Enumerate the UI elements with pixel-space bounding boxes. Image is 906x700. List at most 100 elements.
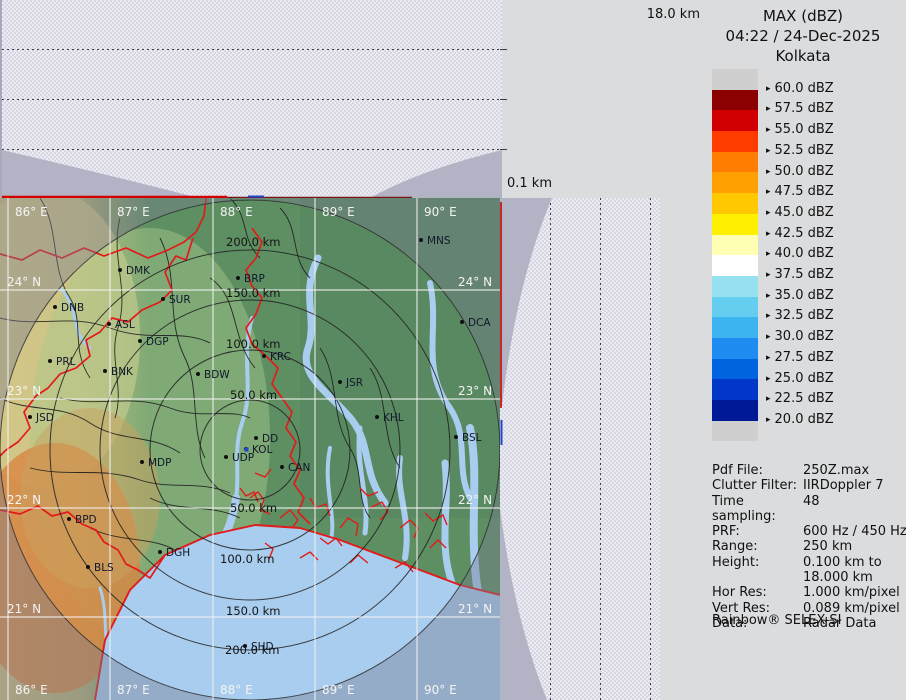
top-panel-mask-wedges — [2, 150, 502, 198]
legend-arrow-icon: ▸ — [766, 83, 771, 94]
lon-label-top: 89° E — [322, 205, 355, 219]
city-label-CAN: CAN — [288, 462, 310, 474]
lon-label-top: 90° E — [424, 205, 457, 219]
legend-arrow-icon: ▸ — [766, 270, 771, 280]
legend-value: 50.0 dBZ — [774, 163, 834, 179]
legend-band — [712, 193, 758, 214]
info-row: PRF: 600 Hz / 450 Hz — [712, 524, 906, 539]
city-markers: MNS DMK BRP SUR DNB ASL DGP DCA PRL BNK KRC BDW JSR K… — [28, 235, 491, 653]
legend-label: ▸ 27.5 dBZ — [766, 350, 834, 365]
city-label-UDP: UDP — [232, 452, 254, 464]
legend-value: 35.0 dBZ — [774, 287, 834, 303]
legend-label: ▸ 35.0 dBZ — [766, 288, 834, 303]
legend-label: ▸ 32.5 dBZ — [766, 308, 834, 323]
range-ring-label: 200.0 km — [225, 643, 279, 657]
info-row: 18.000 km — [712, 570, 906, 585]
city-label-KRC: KRC — [270, 351, 291, 363]
legend-label: ▸ 47.5 dBZ — [766, 184, 834, 199]
info-row-label: Data: — [712, 615, 748, 631]
range-ring — [49, 249, 451, 651]
legend-band — [712, 400, 758, 421]
lat-label-right: 21° N — [458, 602, 492, 616]
city-dot-DGH — [158, 550, 162, 554]
range-ring-label: 150.0 km — [226, 286, 280, 300]
info-row-label: Time sampling: — [712, 493, 776, 524]
city-dot-BRP — [236, 276, 240, 280]
city-dot-ASL — [107, 322, 111, 326]
legend-arrow-icon: ▸ — [766, 311, 771, 322]
lon-label-bottom: 89° E — [322, 683, 355, 697]
height-scale-max-label: 18.0 km — [646, 7, 700, 22]
city-dot-DNB — [53, 305, 57, 309]
range-ring-labels: 200.0 km 150.0 km 100.0 km 50.0 km 50.0 km 10… — [220, 235, 280, 657]
legend-band — [712, 420, 758, 442]
legend-value: 30.0 dBZ — [774, 329, 834, 345]
city-dot-UDP — [224, 455, 228, 459]
radar-map: 86° E 86° E 87° E 87° E 88° E 88° E 89° E 89° E… — [0, 198, 500, 700]
city-label-ASL: ASL — [115, 319, 135, 331]
height-axis-tick — [500, 99, 507, 100]
info-row-value: 0.100 km to — [803, 554, 882, 570]
city-dot-BDW — [196, 372, 200, 376]
city-label-DCA: DCA — [468, 317, 491, 329]
city-dot-KHL — [375, 415, 379, 419]
legend-value: 22.5 dBZ — [774, 391, 834, 407]
legend-arrow-icon: ▸ — [766, 352, 771, 363]
info-row: Range: 250 km — [712, 539, 906, 554]
legend-band — [712, 213, 758, 235]
legend-arrow-icon: ▸ — [766, 145, 771, 156]
range-ring-label: 100.0 km — [220, 552, 274, 566]
city-label-JSR: JSR — [345, 377, 363, 389]
city-label-BPD: BPD — [75, 514, 97, 526]
legend-value: 32.5 dBZ — [774, 308, 834, 324]
map-state-boundaries — [0, 198, 500, 700]
city-label-PRL: PRL — [56, 356, 76, 368]
legend-value: 20.0 dBZ — [774, 411, 834, 427]
legend-band — [712, 110, 758, 132]
info-row-label — [712, 570, 803, 585]
city-label-BLS: BLS — [94, 562, 114, 574]
legend-value: 25.0 dBZ — [774, 370, 834, 386]
info-row: Vert Res: 0.089 km/pixel — [712, 601, 906, 616]
lon-label-top: 88° E — [220, 205, 253, 219]
city-dot-DMK — [118, 268, 122, 272]
legend-title-block: MAX (dBZ) 04:22 / 24-Dec-2025 Kolkata — [700, 6, 906, 66]
legend-arrow-icon: ▸ — [766, 394, 771, 405]
top-height-projection-panel — [0, 0, 502, 198]
range-ring-label: 200.0 km — [226, 235, 280, 249]
city-label-DMK: DMK — [126, 265, 151, 277]
range-rings — [0, 199, 500, 700]
city-dot-DCA — [460, 320, 464, 324]
city-dot-MNS — [419, 238, 423, 242]
product-info-panel: Pdf File: 250Z.max Clutter Filter: IIRDoppl… — [712, 463, 906, 631]
legend-label: ▸ 22.5 dBZ — [766, 391, 834, 406]
legend-arrow-icon: ▸ — [766, 228, 771, 239]
lat-label-left: 22° N — [7, 493, 41, 507]
city-label-BSL: BSL — [462, 432, 482, 444]
legend-band — [712, 337, 758, 359]
city-dot-BPD — [67, 517, 71, 521]
legend-band — [712, 358, 758, 380]
info-row-value: IIRDoppler 7 — [803, 478, 884, 494]
legend-band — [712, 172, 758, 194]
info-row-label: Clutter Filter: — [712, 478, 797, 494]
height-axis-tick — [500, 49, 507, 50]
legend-band — [712, 275, 758, 297]
city-dot-PRL — [48, 359, 52, 363]
info-row: Hor Res: 1.000 km/pixel — [712, 585, 906, 600]
info-row-value: 18.000 km — [803, 570, 873, 586]
lon-label-bottom: 87° E — [117, 683, 150, 697]
city-label-KHL: KHL — [383, 412, 404, 424]
legend-value: 55.0 dBZ — [774, 122, 834, 138]
city-dot-JSD — [28, 415, 32, 419]
legend-value: 40.0 dBZ — [774, 246, 834, 262]
info-row: Height: 0.100 km to — [712, 555, 906, 570]
out-of-range-mask — [0, 198, 500, 700]
software-brand: Rainbow® SELEX-SI — [712, 613, 842, 628]
city-dot-SHD — [243, 644, 247, 648]
legend-value: 57.5 dBZ — [774, 101, 834, 117]
lat-label-left: 21° N — [7, 602, 41, 616]
info-row-label: Pdf File: — [712, 463, 763, 478]
city-dot-DD — [254, 436, 258, 440]
info-row: Time sampling: 48 — [712, 494, 906, 525]
